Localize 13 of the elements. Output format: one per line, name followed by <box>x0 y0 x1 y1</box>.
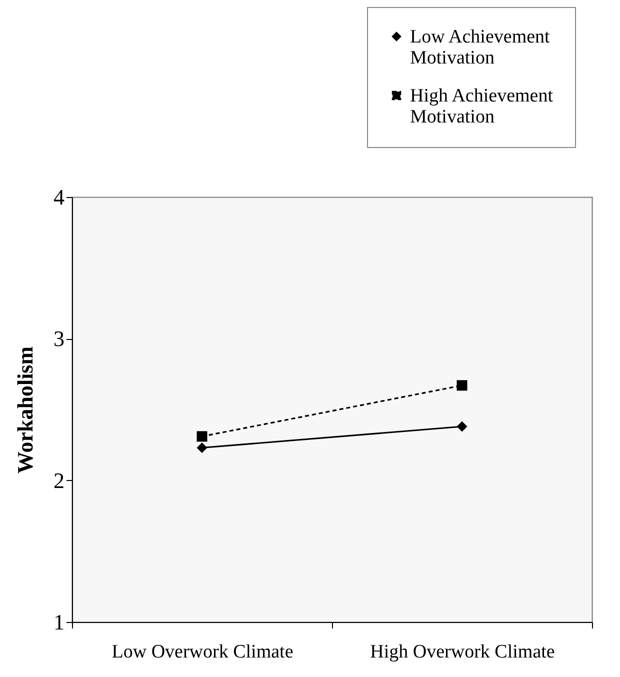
point <box>196 442 208 453</box>
y-tick-label: 4 <box>54 184 64 210</box>
x-tick-label: Low Overwork Climate <box>112 642 294 662</box>
point <box>456 421 468 432</box>
legend-label: Low Achievement Motivation <box>410 26 551 68</box>
x-tick-label: High Overwork Climate <box>370 642 555 662</box>
y-tick-label: 2 <box>54 468 64 493</box>
y-axis-title: Workaholism <box>12 346 38 474</box>
legend-label: High Achievement Motivation <box>410 86 554 128</box>
y-tick-label: 3 <box>54 326 64 352</box>
point <box>196 431 208 442</box>
y-tick-label: 1 <box>54 610 64 634</box>
point <box>456 380 468 391</box>
